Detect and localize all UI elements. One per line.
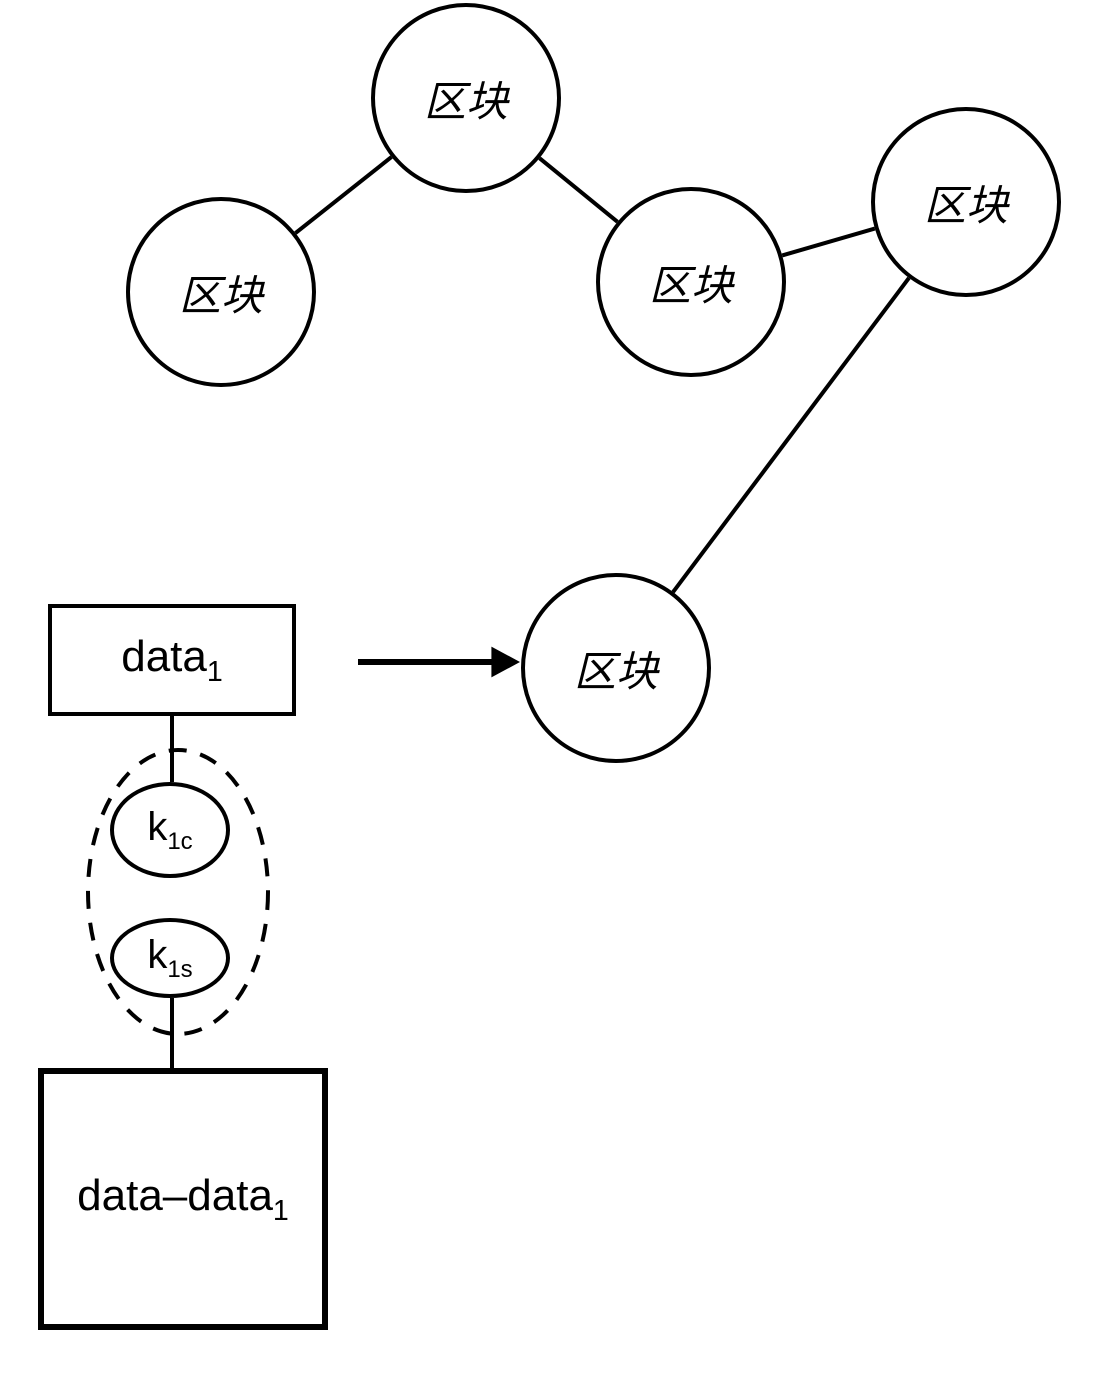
data-minus-data1-box: data–data1 bbox=[38, 1068, 328, 1330]
data-minus-data1-label: data–data1 bbox=[77, 1171, 289, 1228]
data1-label: data1 bbox=[121, 632, 223, 689]
block-node: 区块 bbox=[126, 197, 316, 387]
key-k1s-label: k1s bbox=[147, 933, 192, 984]
block-node-label: 区块 bbox=[574, 638, 658, 699]
key-k1s: k1s bbox=[110, 918, 230, 998]
block-node: 区块 bbox=[371, 3, 561, 193]
key-k1c-label: k1c bbox=[147, 805, 192, 856]
block-node: 区块 bbox=[521, 573, 711, 763]
block-node: 区块 bbox=[871, 107, 1061, 297]
block-node-label: 区块 bbox=[424, 68, 508, 129]
data1-box: data1 bbox=[48, 604, 296, 716]
block-node-label: 区块 bbox=[649, 252, 733, 313]
block-node: 区块 bbox=[596, 187, 786, 377]
key-k1c: k1c bbox=[110, 782, 230, 878]
block-node-label: 区块 bbox=[924, 172, 1008, 233]
block-node-label: 区块 bbox=[179, 262, 263, 323]
